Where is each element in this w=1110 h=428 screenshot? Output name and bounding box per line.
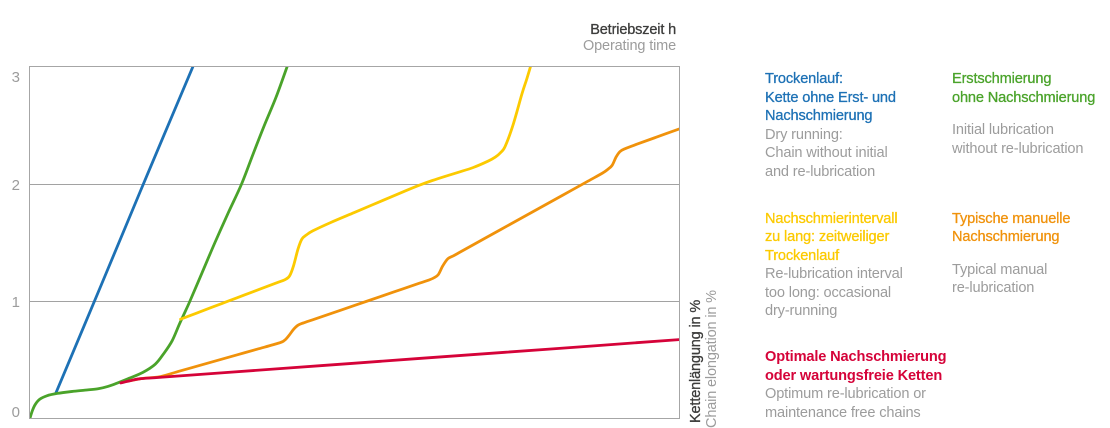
plot-area — [29, 66, 680, 419]
legend-body-relubrication-interval-too-long: Re-lubrication interval too long: occasi… — [765, 265, 903, 321]
legend-body-line: Chain without initial — [765, 145, 888, 161]
legend-title-line: Trockenlauf: — [765, 71, 843, 87]
legend-item-dry-running: Trockenlauf: Kette ohne Erst- und Nachsc… — [765, 70, 896, 181]
legend-title-line: zu lang: zeitweiliger — [765, 229, 890, 245]
x-axis-title-en: Operating time — [583, 38, 676, 54]
legend-body-line: Initial lubrication — [952, 122, 1054, 138]
legend-title-dry-running: Trockenlauf: Kette ohne Erst- und Nachsc… — [765, 70, 896, 126]
y-axis-title-de: Kettenlängung in % — [688, 299, 704, 423]
legend-title-line: Optimale Nachschmierung — [765, 349, 947, 365]
legend-title-line: oder wartungsfreie Ketten — [765, 367, 943, 384]
x-axis-title: Betriebszeit h Operating time — [376, 22, 676, 54]
legend-title-line: Nachschmierintervall — [765, 210, 898, 227]
legend-body-line: Typical manual — [952, 261, 1048, 278]
y-axis-title-en: Chain elongation in % — [704, 290, 720, 428]
legend-body-line: re-lubrication — [952, 280, 1035, 296]
legend-item-optimum-relubrication: Optimale Nachschmierung oder wartungsfre… — [765, 348, 947, 422]
legend-body-line: Dry running: — [765, 126, 843, 143]
legend-body-line: Re-lubrication interval — [765, 266, 903, 282]
legend-body-line: and re-lubrication — [765, 163, 876, 180]
legend-body-line: maintenance free chains — [765, 404, 921, 421]
legend-title-line: Typische manuelle — [952, 210, 1071, 227]
y-tick-1: 1 — [11, 294, 20, 311]
gridline-2 — [30, 184, 679, 185]
legend-item-relubrication-interval-too-long: Nachschmierintervall zu lang: zeitweilig… — [765, 210, 903, 321]
y-tick-2: 2 — [11, 177, 20, 194]
series-curve-relubrication-interval-too-long — [179, 67, 532, 321]
legend-item-initial-lubrication-only: Erstschmierung ohne Nachschmierung Initi… — [952, 70, 1096, 158]
legend-body-line: dry-running — [765, 303, 838, 319]
legend-title-line: Trockenlauf — [765, 247, 840, 264]
series-curve-initial-lubrication-only — [30, 67, 289, 418]
series-curve-typical-manual-relubrication — [128, 127, 679, 383]
legend-body-typical-manual-relubrication: Typical manual re-lubrication — [952, 261, 1070, 298]
x-axis-title-de: Betriebszeit h — [590, 22, 676, 38]
legend-title-optimum-relubrication: Optimale Nachschmierung oder wartungsfre… — [765, 348, 947, 385]
legend-title-line: Nachschmierung — [765, 108, 873, 124]
curves-canvas — [30, 67, 679, 418]
legend-title-line: Kette ohne Erst- und — [765, 89, 896, 106]
legend-body-initial-lubrication-only: Initial lubrication without re-lubricati… — [952, 121, 1095, 158]
gridline-1 — [30, 301, 679, 302]
legend-body-line: without re-lubrication — [952, 140, 1084, 157]
legend-item-typical-manual-relubrication: Typische manuelle Nachschmierung Typical… — [952, 210, 1071, 298]
legend-title-relubrication-interval-too-long: Nachschmierintervall zu lang: zeitweilig… — [765, 210, 903, 266]
series-curve-optimum-relubrication — [119, 338, 679, 385]
legend-title-initial-lubrication-only: Erstschmierung ohne Nachschmierung — [952, 70, 1096, 107]
legend-title-line: Nachschmierung — [952, 229, 1060, 245]
legend-title-typical-manual-relubrication: Typische manuelle Nachschmierung — [952, 210, 1071, 247]
legend-title-line: Erstschmierung — [952, 71, 1052, 87]
y-tick-3: 3 — [11, 69, 20, 86]
series-curve-dry-running — [54, 67, 195, 395]
legend-body-optimum-relubrication: Optimum re-lubrication or maintenance fr… — [765, 385, 946, 422]
y-tick-0: 0 — [11, 404, 20, 421]
legend-body-line: too long: occasional — [765, 284, 891, 301]
legend-title-line: ohne Nachschmierung — [952, 89, 1096, 106]
legend-body-dry-running: Dry running: Chain without initial and r… — [765, 126, 896, 182]
legend-body-line: Optimum re-lubrication or — [765, 386, 926, 402]
